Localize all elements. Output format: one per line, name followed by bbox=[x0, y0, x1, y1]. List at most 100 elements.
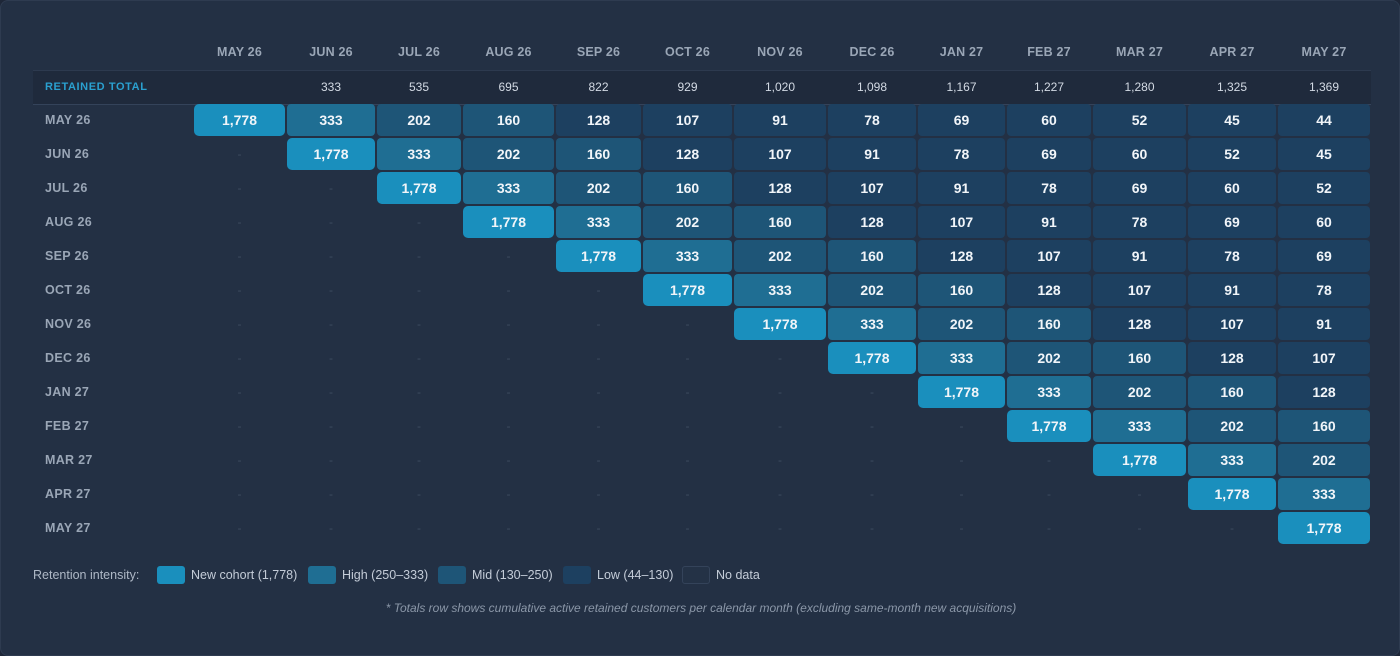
empty-cell: - bbox=[417, 521, 421, 535]
empty-cell: - bbox=[870, 487, 874, 501]
retention-cell: 160 bbox=[734, 206, 826, 238]
retention-cell: 91 bbox=[734, 104, 826, 136]
retention-cell: 69 bbox=[1188, 206, 1276, 238]
retention-cell: 69 bbox=[1278, 240, 1370, 272]
retention-cell: 107 bbox=[1007, 240, 1091, 272]
empty-cell: - bbox=[596, 385, 601, 399]
empty-cell: - bbox=[685, 351, 690, 365]
total-value: 333 bbox=[320, 80, 342, 94]
retention-cell: 202 bbox=[1278, 444, 1370, 476]
empty-cell: - bbox=[417, 385, 421, 399]
empty-cell: - bbox=[329, 249, 333, 263]
retention-cell: 128 bbox=[1278, 376, 1370, 408]
retention-cell: 91 bbox=[1278, 308, 1370, 340]
column-header: APR 27 bbox=[1209, 45, 1255, 59]
retention-cell: 78 bbox=[1188, 240, 1276, 272]
column-header: OCT 26 bbox=[665, 45, 710, 59]
retention-cell: 202 bbox=[463, 138, 554, 170]
empty-cell: - bbox=[329, 351, 333, 365]
total-value: 1,325 bbox=[1216, 80, 1248, 94]
row-label: SEP 26 bbox=[45, 249, 89, 263]
row-label: AUG 26 bbox=[45, 215, 92, 229]
column-header: MAR 27 bbox=[1115, 45, 1164, 59]
retention-cell: 333 bbox=[377, 138, 461, 170]
empty-cell: - bbox=[506, 283, 511, 297]
row-label: DEC 26 bbox=[45, 351, 91, 365]
retention-cell: 69 bbox=[918, 104, 1005, 136]
retention-cell: 91 bbox=[1188, 274, 1276, 306]
empty-cell: - bbox=[959, 487, 964, 501]
retention-cell: 107 bbox=[1188, 308, 1276, 340]
retention-cell: 202 bbox=[556, 172, 641, 204]
legend-label: Low (44–130) bbox=[597, 568, 674, 582]
empty-cell: - bbox=[329, 181, 333, 195]
column-header: MAY 27 bbox=[1301, 45, 1347, 59]
retention-cell: 44 bbox=[1278, 104, 1370, 136]
retention-cell: 160 bbox=[1007, 308, 1091, 340]
retention-cell: 52 bbox=[1188, 138, 1276, 170]
row-label: JUL 26 bbox=[45, 181, 88, 195]
retention-cell: 60 bbox=[1093, 138, 1186, 170]
empty-cell: - bbox=[778, 453, 782, 467]
retention-cell: 1,778 bbox=[1007, 410, 1091, 442]
empty-cell: - bbox=[685, 487, 690, 501]
legend-item: No data bbox=[682, 564, 760, 586]
retention-cell: 107 bbox=[643, 104, 732, 136]
empty-cell: - bbox=[329, 317, 333, 331]
retention-cell: 107 bbox=[1093, 274, 1186, 306]
empty-cell: - bbox=[329, 419, 333, 433]
legend-item: High (250–333) bbox=[308, 564, 428, 586]
retention-cell: 1,778 bbox=[463, 206, 554, 238]
retention-cell: 128 bbox=[556, 104, 641, 136]
legend-swatch bbox=[438, 566, 466, 584]
retention-cell: 91 bbox=[918, 172, 1005, 204]
column-header: DEC 26 bbox=[849, 45, 895, 59]
retention-cell: 1,778 bbox=[1278, 512, 1370, 544]
retention-cell: 160 bbox=[1093, 342, 1186, 374]
retention-cell: 128 bbox=[734, 172, 826, 204]
retention-cell: 160 bbox=[463, 104, 554, 136]
empty-cell: - bbox=[506, 317, 511, 331]
total-value: 535 bbox=[408, 80, 430, 94]
retention-cell: 333 bbox=[1188, 444, 1276, 476]
retention-cell: 60 bbox=[1278, 206, 1370, 238]
retention-cell: 202 bbox=[643, 206, 732, 238]
retention-cell: 52 bbox=[1093, 104, 1186, 136]
retention-cell: 160 bbox=[1278, 410, 1370, 442]
empty-cell: - bbox=[329, 215, 333, 229]
retention-cell: 60 bbox=[1007, 104, 1091, 136]
empty-cell: - bbox=[1137, 487, 1142, 501]
empty-cell: - bbox=[237, 317, 242, 331]
empty-cell: - bbox=[506, 419, 511, 433]
retention-cell: 160 bbox=[918, 274, 1005, 306]
empty-cell: - bbox=[870, 521, 874, 535]
row-label: NOV 26 bbox=[45, 317, 92, 331]
retention-cell: 45 bbox=[1278, 138, 1370, 170]
retention-cell: 91 bbox=[828, 138, 916, 170]
retention-cell: 128 bbox=[643, 138, 732, 170]
legend-item: Low (44–130) bbox=[563, 564, 673, 586]
retention-cell: 91 bbox=[1093, 240, 1186, 272]
column-header: NOV 26 bbox=[757, 45, 803, 59]
empty-cell: - bbox=[329, 453, 333, 467]
empty-cell: - bbox=[596, 521, 601, 535]
retention-cell: 333 bbox=[1093, 410, 1186, 442]
row-label: JAN 27 bbox=[45, 385, 90, 399]
legend-item: New cohort (1,778) bbox=[157, 564, 297, 586]
column-header: SEP 26 bbox=[576, 45, 621, 59]
retention-cell: 78 bbox=[1278, 274, 1370, 306]
column-header: JAN 27 bbox=[939, 45, 984, 59]
empty-cell: - bbox=[417, 351, 421, 365]
empty-cell: - bbox=[506, 487, 511, 501]
totals-label: RETAINED TOTAL bbox=[45, 81, 148, 93]
empty-cell: - bbox=[596, 487, 601, 501]
empty-cell: - bbox=[1230, 521, 1234, 535]
empty-cell: - bbox=[596, 317, 601, 331]
empty-cell: - bbox=[1047, 487, 1051, 501]
retention-cell: 78 bbox=[918, 138, 1005, 170]
retention-cell: 333 bbox=[556, 206, 641, 238]
retention-cell: 1,778 bbox=[918, 376, 1005, 408]
empty-cell: - bbox=[237, 181, 242, 195]
empty-cell: - bbox=[417, 283, 421, 297]
legend-item: Mid (130–250) bbox=[438, 564, 553, 586]
